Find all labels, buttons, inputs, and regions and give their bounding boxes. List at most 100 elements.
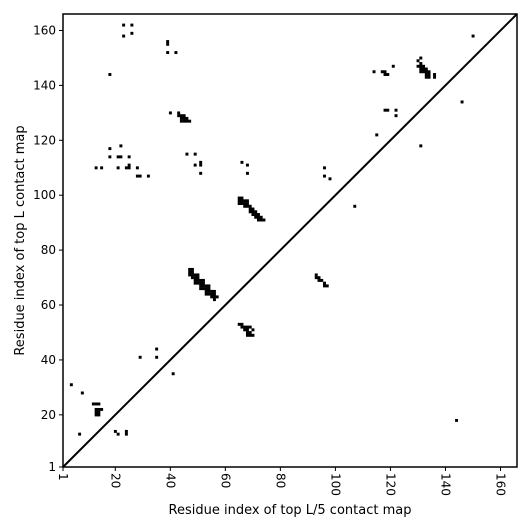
contact-point bbox=[419, 62, 423, 65]
contact-point bbox=[188, 270, 192, 274]
contact-point bbox=[237, 202, 241, 206]
contact-point bbox=[372, 70, 376, 74]
contact-point bbox=[193, 152, 197, 156]
contact-point bbox=[179, 116, 183, 120]
y-tick-label: 1 bbox=[48, 460, 56, 474]
contact-point bbox=[193, 281, 197, 285]
contact-point bbox=[155, 355, 159, 359]
y-tick-label: 40 bbox=[41, 353, 56, 367]
contact-point bbox=[108, 147, 112, 151]
contact-point bbox=[146, 174, 150, 178]
contact-point bbox=[130, 31, 134, 35]
contact-point bbox=[245, 199, 249, 203]
contact-point bbox=[243, 199, 247, 203]
contact-point bbox=[245, 163, 249, 167]
plot-frame bbox=[62, 13, 518, 468]
contact-point bbox=[155, 347, 159, 351]
contact-point bbox=[80, 391, 84, 395]
contact-point bbox=[177, 114, 181, 118]
contact-point bbox=[119, 155, 123, 159]
contact-point bbox=[122, 23, 126, 27]
contact-point bbox=[251, 210, 255, 214]
x-axis-ticks: 1 20 40 60 80 100 120 140 160 bbox=[56, 467, 507, 496]
contact-point bbox=[91, 402, 95, 406]
contact-point bbox=[245, 328, 249, 332]
contact-point bbox=[212, 292, 216, 296]
contact-point bbox=[127, 163, 131, 167]
contact-point bbox=[251, 333, 255, 337]
contact-point bbox=[245, 325, 249, 329]
contact-point bbox=[240, 202, 244, 206]
contact-point bbox=[138, 355, 142, 359]
contact-point bbox=[210, 289, 214, 293]
contact-point bbox=[188, 273, 192, 277]
y-tick-label: 60 bbox=[41, 298, 56, 312]
contact-point bbox=[201, 284, 205, 288]
contact-point bbox=[94, 413, 98, 417]
contact-point bbox=[256, 213, 260, 216]
contact-point bbox=[94, 166, 98, 170]
contact-point bbox=[193, 273, 197, 277]
contact-point bbox=[207, 289, 211, 293]
contact-point bbox=[138, 174, 142, 178]
contact-point bbox=[419, 70, 423, 74]
contact-point bbox=[240, 160, 244, 164]
contact-point bbox=[212, 289, 216, 293]
contact-point bbox=[199, 287, 203, 291]
contact-point bbox=[100, 407, 104, 411]
contact-point bbox=[199, 171, 203, 175]
contact-point bbox=[251, 328, 255, 332]
x-tick-label: 40 bbox=[163, 473, 177, 488]
contact-point bbox=[383, 73, 387, 76]
contact-point bbox=[386, 108, 390, 112]
contact-point bbox=[196, 278, 200, 282]
contact-point bbox=[323, 284, 326, 288]
contact-point bbox=[433, 73, 437, 76]
contact-point bbox=[314, 276, 318, 280]
contact-point bbox=[196, 273, 200, 277]
contact-point bbox=[94, 402, 98, 406]
contact-point bbox=[196, 276, 200, 280]
contact-point bbox=[199, 281, 203, 285]
contact-point bbox=[124, 429, 128, 433]
contact-point bbox=[380, 70, 384, 74]
contact-point bbox=[323, 174, 326, 178]
contact-point bbox=[199, 160, 203, 164]
contact-point bbox=[317, 278, 321, 282]
contact-point bbox=[248, 333, 252, 337]
contact-point bbox=[383, 108, 387, 112]
contact-point bbox=[254, 210, 258, 214]
contact-point bbox=[212, 295, 216, 299]
contact-point bbox=[201, 278, 205, 282]
contact-point bbox=[240, 322, 244, 326]
contact-point bbox=[248, 207, 252, 211]
contact-point bbox=[245, 333, 249, 337]
contact-point bbox=[240, 196, 244, 200]
contact-point bbox=[248, 204, 252, 208]
contact-point bbox=[179, 114, 183, 118]
contact-point bbox=[122, 34, 126, 38]
contact-point bbox=[240, 325, 244, 329]
contact-point bbox=[188, 119, 192, 123]
contact-point bbox=[185, 152, 189, 156]
contact-point bbox=[240, 199, 244, 203]
contact-point bbox=[207, 287, 211, 291]
contact-point bbox=[245, 204, 249, 208]
contact-point bbox=[215, 295, 219, 299]
contact-point bbox=[262, 218, 266, 222]
contact-point bbox=[171, 372, 175, 376]
contact-point bbox=[317, 276, 321, 280]
contact-point bbox=[204, 284, 208, 288]
contact-point bbox=[254, 213, 258, 216]
contact-point bbox=[416, 59, 420, 63]
contact-point bbox=[204, 287, 208, 291]
contact-point bbox=[419, 144, 423, 148]
contact-point bbox=[135, 166, 139, 170]
contact-point bbox=[135, 174, 139, 178]
contact-point bbox=[419, 64, 423, 68]
contact-point bbox=[427, 73, 431, 76]
contact-point bbox=[375, 133, 379, 137]
contact-point bbox=[127, 166, 131, 170]
contact-point bbox=[97, 407, 101, 411]
contact-point bbox=[256, 218, 260, 222]
